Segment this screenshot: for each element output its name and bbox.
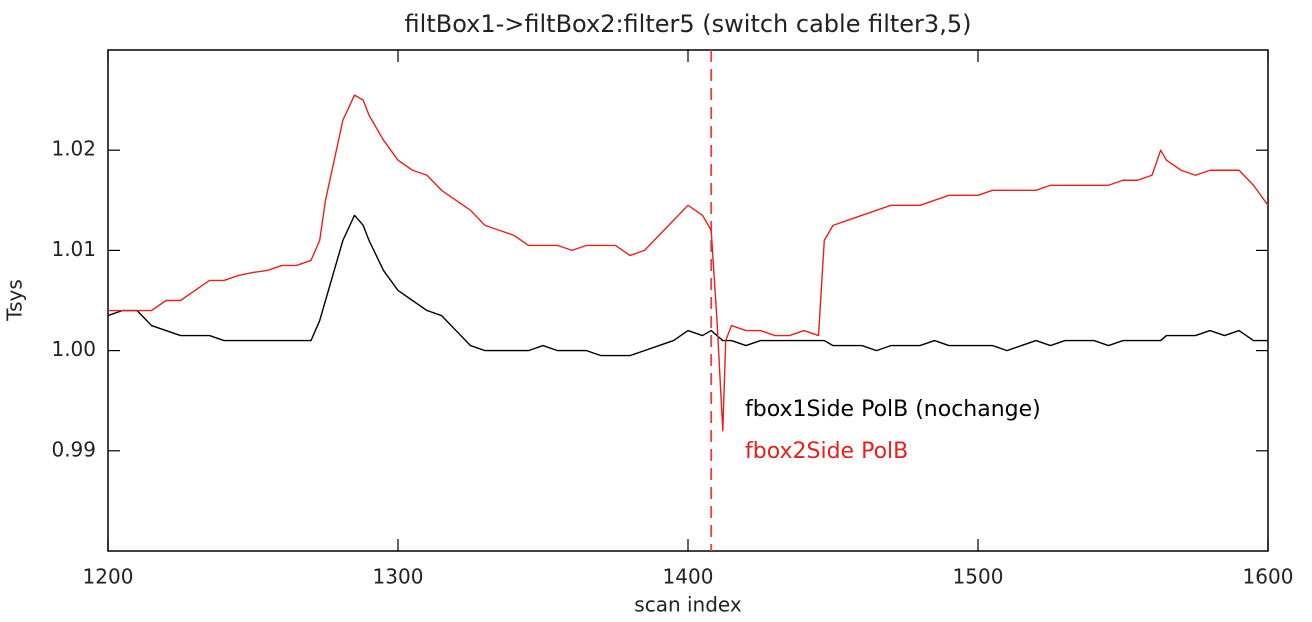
plot-frame [107,49,1269,552]
x-tick-label: 1400 [663,565,714,589]
legend-entry: fbox2Side PolB [745,439,908,464]
y-axis-label: Tsys [3,279,27,322]
y-tick-label: 1.02 [51,137,96,161]
series-line [108,94,1269,432]
x-axis-label: scan index [634,593,742,617]
legend-entry: fbox1Side PolB (nochange) [745,397,1041,422]
x-tick-label: 1600 [1243,565,1294,589]
x-tick-label: 1300 [373,565,424,589]
x-tick-label: 1200 [83,565,134,589]
y-tick-label: 1.01 [51,237,96,261]
y-tick-label: 0.99 [51,437,96,461]
x-tick-label: 1500 [953,565,1004,589]
chart-title: filtBox1->filtBox2:filter5 (switch cable… [405,10,972,38]
series-line [107,214,1268,357]
y-tick-label: 1.00 [51,337,96,361]
